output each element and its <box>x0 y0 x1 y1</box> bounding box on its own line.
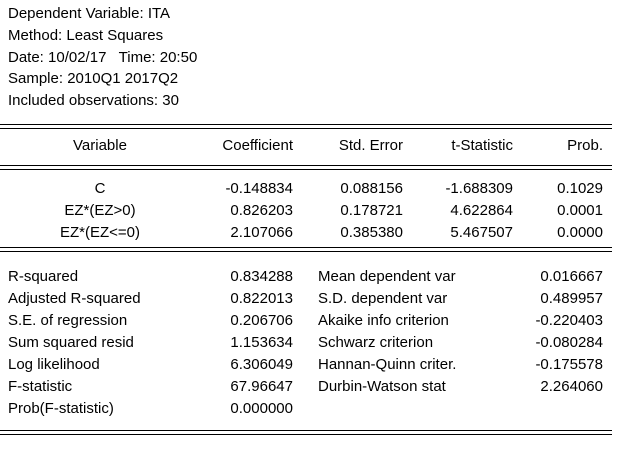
header-line: Sample: 2010Q1 2017Q2 <box>8 70 179 88</box>
table-cell: 2.107066 <box>230 224 293 241</box>
table-cell: -0.148834 <box>225 180 293 197</box>
column-header: Variable <box>73 137 127 154</box>
stat-label: Hannan-Quinn criter. <box>318 356 457 373</box>
table-cell: 4.622864 <box>450 202 513 219</box>
stat-value: 1.153634 <box>230 334 293 351</box>
table-cell: -1.688309 <box>445 180 513 197</box>
stat-value: 0.000000 <box>230 400 293 417</box>
variable-name: EZ*(EZ<=0) <box>59 224 141 241</box>
variable-name: EZ*(EZ>0) <box>64 202 136 219</box>
stat-value: 0.016667 <box>540 268 603 285</box>
table-cell: 0.1029 <box>557 180 603 197</box>
rule <box>0 169 612 170</box>
stat-value: -0.080284 <box>535 334 603 351</box>
header-line: Date: 10/02/17 Time: 20:50 <box>8 48 198 66</box>
stat-value: 0.834288 <box>230 268 293 285</box>
stat-label: S.E. of regression <box>8 312 128 329</box>
stat-label: Mean dependent var <box>318 268 456 285</box>
stat-label: S.D. dependent var <box>318 290 448 307</box>
stat-value: 6.306049 <box>230 356 293 373</box>
column-header: Std. Error <box>338 137 403 154</box>
header-line: Included observations: 30 <box>8 92 179 110</box>
rule <box>0 247 612 248</box>
rule <box>0 434 612 435</box>
stat-value: 67.96647 <box>230 378 293 395</box>
rule <box>0 128 612 129</box>
header-line: Method: Least Squares <box>8 26 164 44</box>
stat-label: Adjusted R-squared <box>8 290 141 307</box>
table-cell: 0.826203 <box>230 202 293 219</box>
stat-label: Schwarz criterion <box>318 334 434 351</box>
stat-label: R-squared <box>8 268 79 285</box>
stat-label: Log likelihood <box>8 356 100 373</box>
stat-label: Prob(F-statistic) <box>8 400 114 417</box>
table-cell: 0.178721 <box>340 202 403 219</box>
stat-value: 0.489957 <box>540 290 603 307</box>
table-cell: 0.0001 <box>557 202 603 219</box>
stat-value: -0.175578 <box>535 356 603 373</box>
rule <box>0 430 612 431</box>
rule <box>0 124 612 125</box>
table-cell: 0.088156 <box>340 180 403 197</box>
table-cell: 0.385380 <box>340 224 403 241</box>
stat-value: 2.264060 <box>540 378 603 395</box>
rule <box>0 165 612 166</box>
stat-value: -0.220403 <box>535 312 603 329</box>
stat-label: Akaike info criterion <box>318 312 449 329</box>
column-header: t-Statistic <box>451 137 513 154</box>
stat-label: Sum squared resid <box>8 334 134 351</box>
variable-name: C <box>94 180 106 197</box>
stat-label: F-statistic <box>8 378 73 395</box>
column-header: Coefficient <box>222 137 293 154</box>
table-cell: 0.0000 <box>557 224 603 241</box>
header-line: Dependent Variable: ITA <box>8 5 171 22</box>
stat-label: Durbin-Watson stat <box>318 378 446 395</box>
stat-value: 0.206706 <box>230 312 293 329</box>
column-header: Prob. <box>567 137 603 154</box>
stat-value: 0.822013 <box>230 290 293 307</box>
table-cell: 5.467507 <box>450 224 513 241</box>
rule <box>0 251 612 252</box>
